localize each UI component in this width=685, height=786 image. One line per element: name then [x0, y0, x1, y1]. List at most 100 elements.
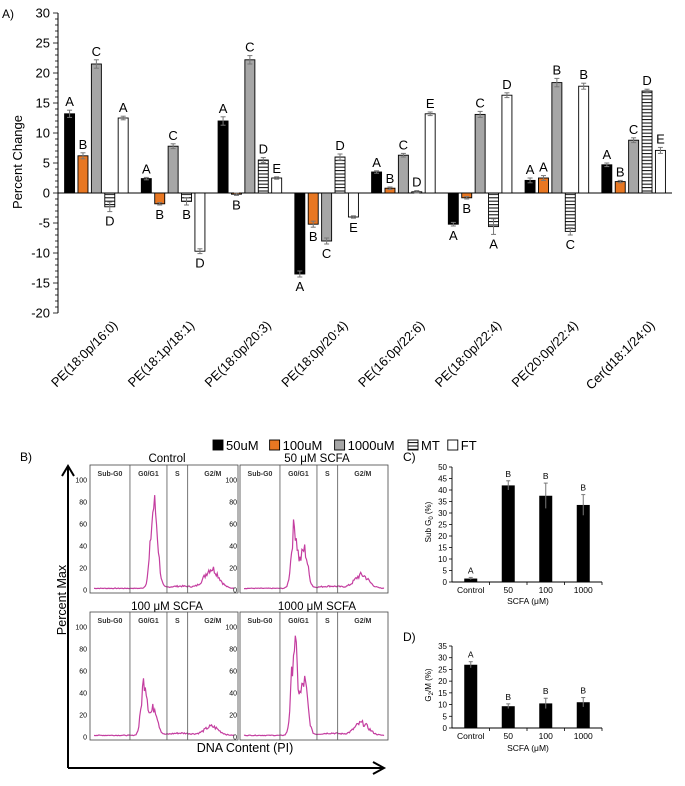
category-label: PE(18:0p/20:3)	[202, 318, 274, 390]
y-tick-label: 25	[438, 665, 447, 674]
significance-letter: A	[539, 160, 548, 175]
y-tick-label: 20	[36, 66, 50, 81]
y-tick-label: 0	[43, 186, 50, 201]
significance-letter: A	[219, 101, 228, 116]
y-tick-label: 80	[229, 500, 237, 507]
significance-letter: B	[232, 197, 241, 212]
significance-letter: A	[468, 565, 474, 575]
gate-label: G2/M	[354, 618, 371, 625]
bar-50uM	[294, 192, 306, 275]
bar-FT	[501, 94, 513, 194]
significance-letter: D	[642, 73, 651, 88]
bar-100uM	[614, 181, 626, 194]
y-tick-label: 20	[438, 532, 447, 541]
bar-50uM	[601, 164, 613, 194]
bar-50uM	[140, 178, 152, 194]
histogram-title: 50 μM SCFA	[284, 453, 350, 465]
significance-letter: C	[322, 246, 331, 261]
gate-label: G0/G1	[138, 471, 159, 478]
bar-FT	[347, 192, 359, 218]
significance-letter: B	[580, 483, 586, 493]
significance-letter: A	[526, 162, 535, 177]
bar-FT	[271, 177, 283, 194]
histogram-title: 100 μM SCFA	[131, 601, 203, 613]
gate-label: G0/G1	[288, 471, 309, 478]
panel-a-ylabel: Percent Change	[10, 115, 25, 209]
panel-c-xlabel: SCFA (μM)	[507, 596, 549, 606]
bar	[576, 702, 590, 728]
significance-letter: E	[426, 96, 435, 111]
bar-MT	[564, 192, 576, 232]
bar-1000uM	[397, 154, 409, 194]
significance-letter: A	[372, 155, 381, 170]
y-tick-label: -10	[31, 246, 50, 261]
bar-100uM	[307, 192, 319, 225]
histogram-trace	[243, 635, 385, 737]
y-tick-label: 60	[229, 669, 237, 676]
y-tick-label: 20	[229, 713, 237, 720]
category-label: Cer(d18:1/24:0)	[583, 318, 658, 393]
y-tick-label: 100	[75, 625, 87, 632]
y-tick-label: 0	[233, 588, 237, 595]
x-tick-label: Control	[457, 731, 485, 741]
panel-a: A) Percent Change -20 -15 -10 -5 0 5 10 15 20 25 3…	[2, 6, 672, 453]
significance-letter: D	[412, 175, 421, 190]
gate-label: Sub-G0	[98, 618, 123, 625]
bar	[501, 485, 515, 582]
significance-letter: C	[245, 40, 254, 55]
panel-b-xlabel: DNA Content (PI)	[197, 741, 294, 755]
significance-letter: B	[616, 164, 625, 179]
y-tick-label: 5	[43, 156, 50, 171]
y-tick-label: 0	[83, 588, 87, 595]
gate-label: Sub-G0	[98, 471, 123, 478]
y-tick-label: -20	[31, 306, 50, 321]
y-tick-label: 40	[438, 486, 447, 495]
gate-label: G2/M	[204, 471, 221, 478]
panel-c-chart: 0 5 10 15 20 25 30 35 40 45 50 A Control B 50 B 100 B 1000	[438, 463, 603, 595]
histogram-frame	[89, 464, 239, 594]
y-tick-label: 50	[438, 463, 447, 472]
legend-label: 100uM	[283, 438, 323, 453]
y-tick-label: 45	[438, 475, 447, 484]
significance-letter: B	[155, 207, 164, 222]
legend-label: MT	[421, 438, 440, 453]
significance-letter: A	[449, 228, 458, 243]
significance-letter: A	[65, 94, 74, 109]
y-tick-label: 60	[229, 522, 237, 529]
bar-1000uM	[551, 82, 563, 194]
significance-letter: D	[195, 256, 204, 271]
x-tick-label: Control	[457, 585, 485, 595]
legend-swatch-1000uM	[334, 439, 346, 451]
y-tick-label: 40	[79, 691, 87, 698]
legend-swatch-100uM	[269, 439, 281, 451]
y-tick-label: -15	[31, 276, 50, 291]
significance-letter: A	[489, 236, 498, 251]
y-tick-label: 30	[438, 654, 447, 663]
y-tick-label: 5	[443, 567, 448, 576]
panel-b-axis-arrows	[61, 464, 387, 775]
y-tick-label: 20	[438, 677, 447, 686]
significance-letter: C	[566, 237, 575, 252]
y-arrow-head	[61, 464, 75, 477]
gate-label: G2/M	[354, 471, 371, 478]
bar-1000uM	[628, 139, 640, 194]
histogram-trace	[93, 495, 235, 590]
y-tick-label: 0	[443, 724, 448, 733]
y-tick-label: 25	[36, 36, 50, 51]
gate-label: G0/G1	[288, 618, 309, 625]
category-label: PE(20:0p/22:4)	[509, 318, 581, 390]
bar	[539, 495, 553, 582]
significance-letter: D	[502, 77, 511, 92]
y-tick-label: 10	[36, 126, 50, 141]
gate-label: G2/M	[204, 618, 221, 625]
y-tick-label: 15	[36, 96, 50, 111]
significance-letter: B	[505, 469, 511, 479]
y-tick-label: 15	[438, 544, 447, 553]
category-label: PE(18:0p/20:4)	[278, 318, 350, 390]
bar-FT	[117, 117, 129, 194]
x-tick-label: 1000	[574, 731, 593, 741]
bar-50uM	[217, 120, 229, 194]
panel-b-ylabel: Percent Max	[55, 564, 69, 635]
significance-letter: D	[335, 138, 344, 153]
